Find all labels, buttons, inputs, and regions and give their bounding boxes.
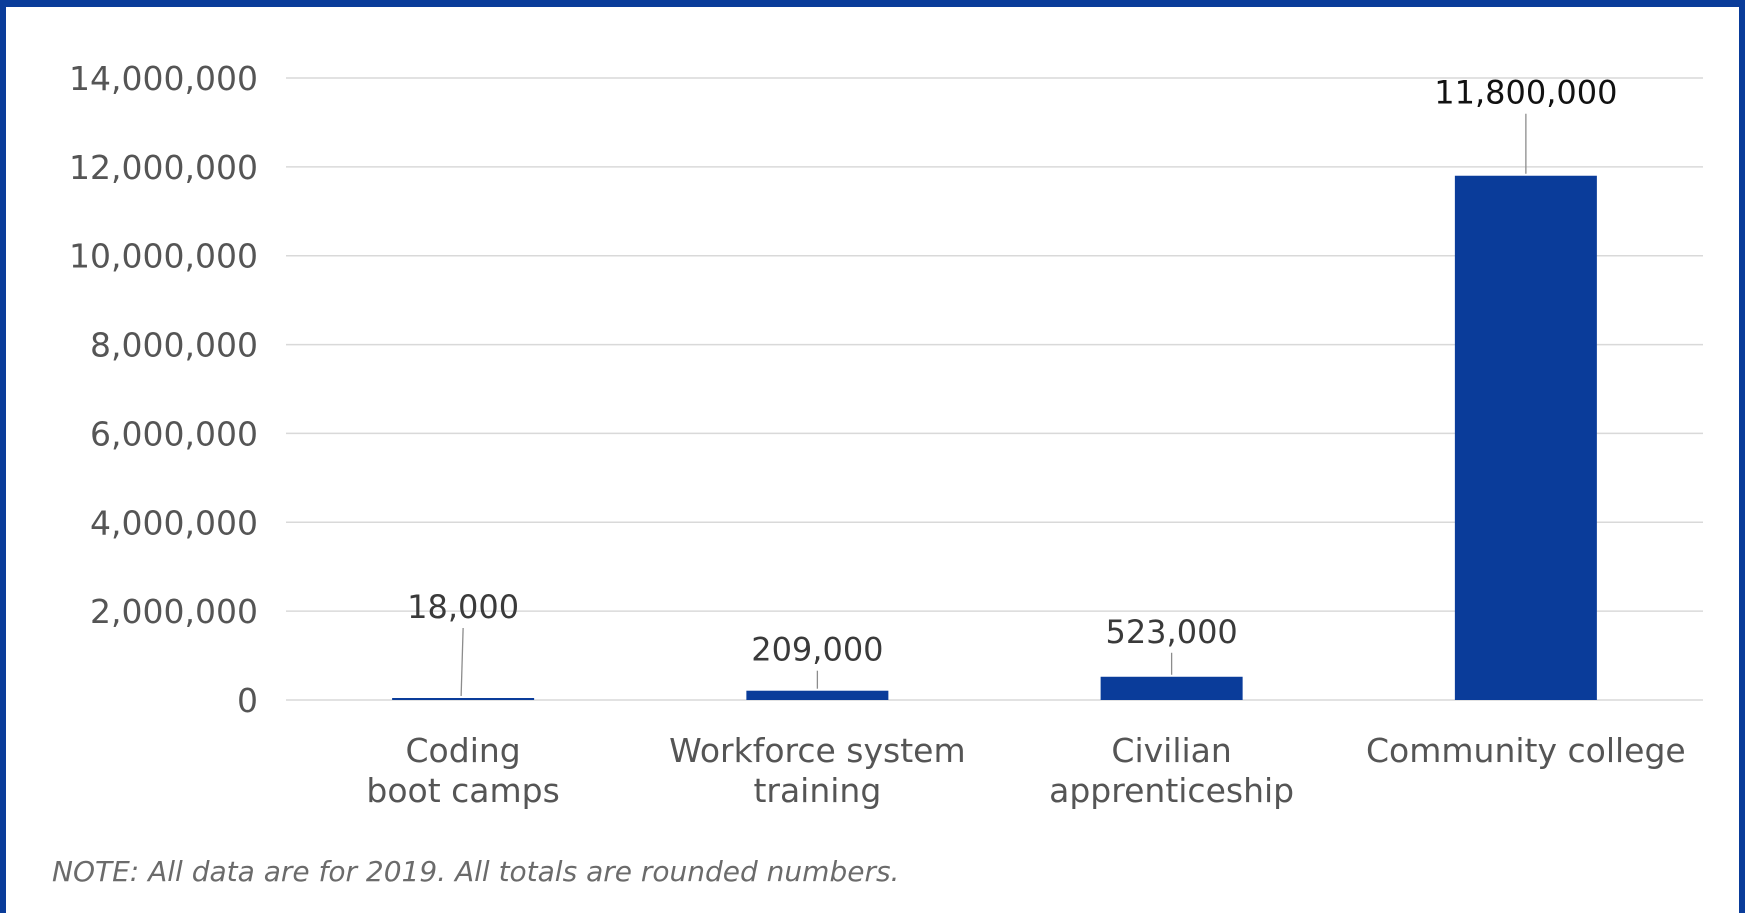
- y-axis-ticks: 0 2,000,000 4,000,000 6,000,000 8,000,000 10,…: [69, 59, 258, 720]
- data-label-leader: [460, 627, 464, 697]
- category-label: apprenticeship: [1049, 771, 1294, 810]
- bar: [392, 698, 535, 700]
- category-label: Coding: [406, 731, 521, 770]
- category-label: training: [753, 771, 881, 810]
- bar: [1100, 676, 1243, 700]
- bar: [1454, 175, 1597, 700]
- category-label: boot camps: [366, 771, 559, 810]
- y-tick-label: 8,000,000: [90, 326, 258, 365]
- bar-chart: 0 2,000,000 4,000,000 6,000,000 8,000,000 10,…: [69, 59, 1703, 810]
- y-tick-label: 14,000,000: [69, 59, 258, 98]
- y-tick-label: 2,000,000: [90, 592, 258, 631]
- data-labels: 18,000 209,000 523,000 11,800,000: [407, 74, 1617, 697]
- gridlines: [286, 77, 1703, 701]
- bar: [746, 690, 889, 700]
- data-label: 523,000: [1105, 613, 1237, 651]
- bars: [392, 175, 1597, 700]
- y-tick-label: 4,000,000: [90, 503, 258, 542]
- chart-note: NOTE: All data are for 2019. All totals …: [52, 855, 900, 888]
- data-label: 11,800,000: [1434, 74, 1617, 112]
- data-label: 209,000: [751, 631, 883, 669]
- y-tick-label: 0: [237, 681, 258, 720]
- data-label: 18,000: [407, 588, 519, 626]
- y-tick-label: 12,000,000: [69, 148, 258, 187]
- category-label: Workforce system: [669, 731, 965, 770]
- category-label: Community college: [1366, 731, 1686, 770]
- y-tick-label: 6,000,000: [90, 414, 258, 453]
- y-tick-label: 10,000,000: [69, 237, 258, 276]
- category-label: Civilian: [1111, 731, 1231, 770]
